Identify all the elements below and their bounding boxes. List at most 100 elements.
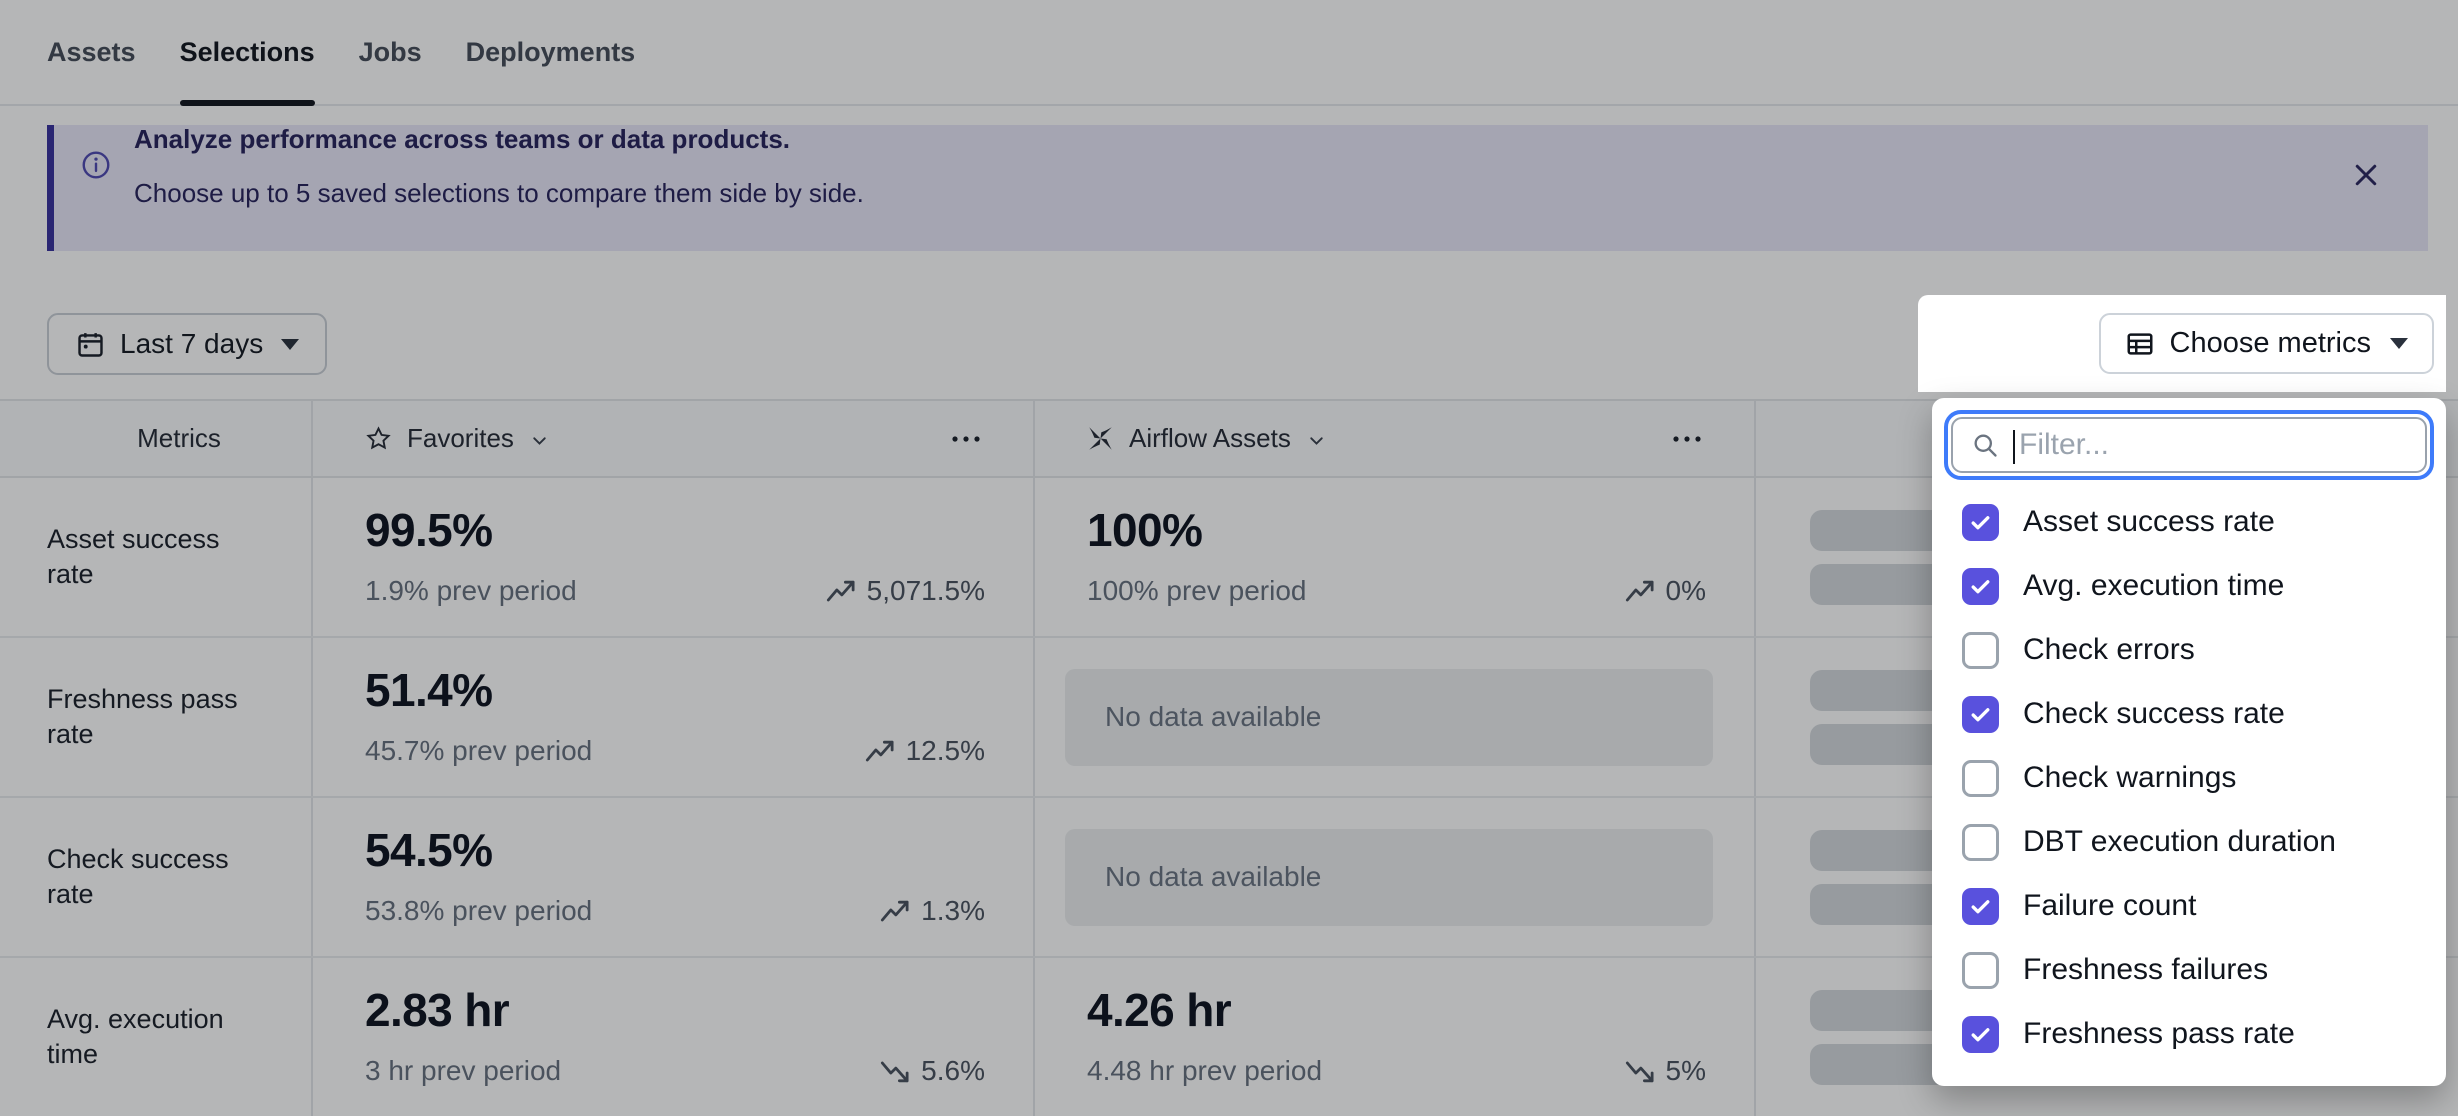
airflow-icon — [1089, 427, 1112, 450]
trend-value: 5,071.5% — [866, 575, 985, 606]
metric-name-cell: Avg. execution time — [0, 958, 313, 1116]
favorites-value-cell: 54.5% 53.8% prev period 1.3% — [313, 798, 1035, 956]
metric-name-cell: Freshness pass rate — [0, 638, 313, 796]
metric-option-freshness-failures[interactable]: Freshness failures — [1932, 938, 2446, 1002]
trend-up-icon — [881, 900, 909, 921]
choose-metrics-button[interactable]: Choose metrics — [2098, 313, 2434, 374]
metric-options-list: Asset success rate Avg. execution time C… — [1932, 490, 2446, 1066]
caret-down-icon — [2390, 338, 2408, 349]
trend-value: 1.3% — [921, 895, 985, 926]
date-range-label: Last 7 days — [120, 328, 264, 359]
caret-down-icon — [281, 338, 300, 350]
chevron-down-icon — [1310, 437, 1323, 445]
trend-indicator: 12.5% — [865, 735, 985, 767]
column-label: Airflow Assets — [1129, 423, 1291, 453]
banner-subtitle: Choose up to 5 saved selections to compa… — [134, 178, 864, 208]
column-header-airflow-assets[interactable]: Airflow Assets — [1035, 401, 1756, 476]
tab-deployments[interactable]: Deployments — [466, 0, 636, 104]
choose-metrics-label: Choose metrics — [2169, 327, 2371, 359]
metric-name-cell: Asset success rate — [0, 478, 313, 636]
check-icon — [1971, 707, 1990, 721]
column-header-favorites[interactable]: Favorites — [313, 401, 1035, 476]
option-label: Check success rate — [2023, 697, 2285, 730]
metric-option-asset-success-rate[interactable]: Asset success rate — [1932, 490, 2446, 554]
star-icon — [366, 426, 391, 450]
metric-value: 51.4% — [365, 664, 493, 716]
prev-period-value: 53.8% prev period — [365, 895, 593, 926]
metric-option-freshness-pass-rate[interactable]: Freshness pass rate — [1932, 1002, 2446, 1066]
trend-up-icon — [1625, 580, 1654, 601]
trend-up-icon — [865, 740, 894, 761]
top-tab-bar: Assets Selections Jobs Deployments — [0, 0, 2458, 106]
favorites-value-cell: 99.5% 1.9% prev period 5,071.5% — [313, 478, 1035, 636]
metric-value: 100% — [1087, 504, 1203, 556]
metrics-popover: Asset success rate Avg. execution time C… — [1932, 398, 2446, 1086]
metric-option-avg-execution-time[interactable]: Avg. execution time — [1932, 554, 2446, 618]
checkbox[interactable] — [1962, 951, 1999, 989]
metric-option-failure-count[interactable]: Failure count — [1932, 874, 2446, 938]
checkbox[interactable] — [1962, 823, 1999, 861]
tab-label: Assets — [47, 36, 136, 67]
trend-indicator: 5% — [1625, 1055, 1706, 1087]
tab-jobs[interactable]: Jobs — [359, 0, 422, 104]
favorites-value-cell: 51.4% 45.7% prev period 12.5% — [313, 638, 1035, 796]
prev-period-value: 3 hr prev period — [365, 1055, 562, 1086]
checkbox[interactable] — [1962, 695, 1999, 733]
check-icon — [1971, 1027, 1990, 1041]
metric-option-dbt-execution-duration[interactable]: DBT execution duration — [1932, 810, 2446, 874]
no-data-placeholder: No data available — [1065, 668, 1713, 766]
more-options-icon[interactable] — [1672, 435, 1702, 443]
more-options-icon[interactable] — [951, 435, 981, 443]
banner-title: Analyze performance across teams or data… — [134, 124, 791, 154]
prev-period-value: 1.9% prev period — [365, 575, 577, 606]
trend-value: 0% — [1665, 575, 1706, 606]
search-icon — [1974, 434, 1997, 457]
checkbox[interactable] — [1962, 503, 1999, 541]
prev-period-value: 45.7% prev period — [365, 735, 593, 766]
calendar-icon — [78, 332, 103, 357]
trend-indicator: 0% — [1625, 575, 1706, 607]
metric-option-check-warnings[interactable]: Check warnings — [1932, 746, 2446, 810]
airflow-value-cell: No data available — [1035, 638, 1756, 796]
metric-value: 54.5% — [365, 824, 493, 876]
table-icon — [2127, 332, 2153, 355]
metric-value: 4.26 hr — [1087, 984, 1232, 1036]
tab-label: Jobs — [358, 36, 422, 67]
option-label: Failure count — [2023, 889, 2197, 922]
trend-value: 12.5% — [905, 735, 985, 766]
trend-down-icon — [881, 1061, 909, 1082]
checkbox[interactable] — [1962, 1015, 1999, 1053]
checkbox[interactable] — [1962, 759, 1999, 797]
close-icon[interactable] — [2344, 153, 2388, 197]
airflow-value-cell: No data available — [1035, 798, 1756, 956]
checkbox[interactable] — [1962, 631, 1999, 669]
date-range-button[interactable]: Last 7 days — [47, 313, 328, 375]
option-label: Freshness failures — [2023, 953, 2269, 986]
column-label: Favorites — [407, 423, 514, 453]
tab-selections[interactable]: Selections — [179, 0, 315, 106]
info-banner: Analyze performance across teams or data… — [47, 125, 2428, 251]
chevron-down-icon — [533, 437, 546, 445]
metrics-header-cell: Metrics — [0, 401, 313, 476]
metric-option-check-success-rate[interactable]: Check success rate — [1932, 682, 2446, 746]
option-label: Check warnings — [2023, 761, 2237, 794]
option-label: Asset success rate — [2023, 505, 2275, 538]
checkbox[interactable] — [1962, 887, 1999, 925]
metric-value: 2.83 hr — [365, 984, 510, 1036]
tab-label: Selections — [179, 36, 315, 67]
check-icon — [1971, 515, 1990, 529]
tab-label: Deployments — [465, 36, 636, 67]
filter-field-focus-ring — [1944, 410, 2434, 480]
trend-up-icon — [826, 580, 855, 601]
filter-input[interactable] — [1953, 419, 2425, 471]
metrics-header-label: Metrics — [137, 423, 221, 453]
metric-option-check-errors[interactable]: Check errors — [1932, 618, 2446, 682]
prev-period-value: 4.48 hr prev period — [1087, 1055, 1323, 1086]
tab-assets[interactable]: Assets — [47, 0, 136, 104]
option-label: DBT execution duration — [2023, 825, 2336, 858]
check-icon — [1971, 899, 1990, 913]
checkbox[interactable] — [1962, 567, 1999, 605]
prev-period-value: 100% prev period — [1087, 575, 1307, 606]
trend-indicator: 5,071.5% — [826, 575, 985, 607]
